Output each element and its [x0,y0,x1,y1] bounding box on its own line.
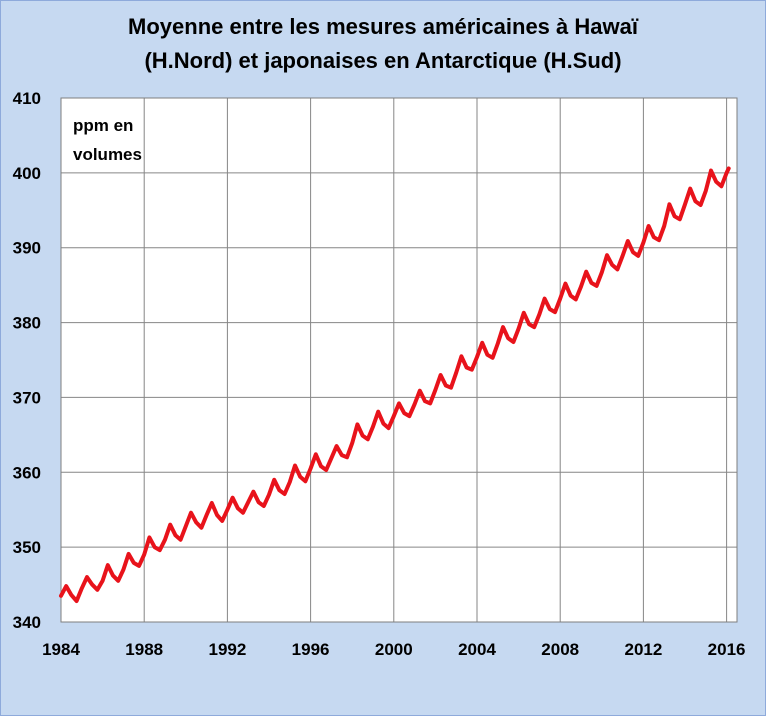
x-tick-label: 2000 [375,640,413,659]
y-tick-label: 380 [13,314,41,333]
y-tick-label: 400 [13,164,41,183]
y-tick-label: 360 [13,463,41,482]
x-tick-label: 1988 [125,640,163,659]
y-unit-label-line-2: volumes [73,145,142,164]
x-tick-label: 1984 [42,640,80,659]
chart-title-line-2: (H.Nord) et japonaises en Antarctique (H… [144,48,622,73]
x-tick-label: 1992 [208,640,246,659]
x-tick-label: 2012 [624,640,662,659]
series-line [59,166,731,603]
series-layer [59,166,731,603]
y-tick-label: 340 [13,613,41,632]
x-tick-label: 1996 [292,640,330,659]
x-tick-label: 2004 [458,640,496,659]
y-tick-label: 350 [13,538,41,557]
y-tick-label: 390 [13,239,41,258]
y-unit-label-line-1: ppm en [73,116,133,135]
x-axis-ticks: 1984 1988 1992 1996 2000 2004 2008 2012 2016 [42,640,745,659]
x-tick-label: 2008 [541,640,579,659]
plot-border [60,97,738,623]
y-tick-label: 370 [13,388,41,407]
y-axis-ticks: 340 350 360 370 380 390 400 410 [13,89,41,632]
x-tick-label: 2016 [708,640,746,659]
chart-title-line-1: Moyenne entre les mesures américaines à … [128,14,638,39]
y-tick-label: 410 [13,89,41,108]
